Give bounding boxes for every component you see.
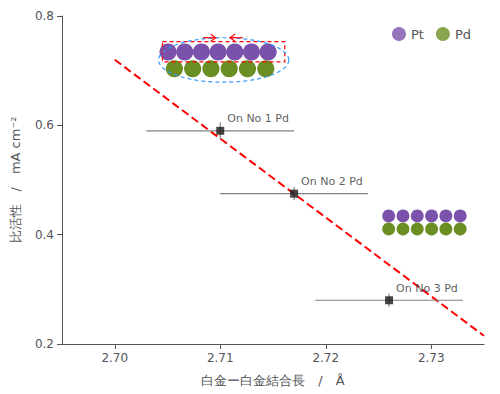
svg-text:Pd: Pd <box>455 27 471 42</box>
svg-text:2.71: 2.71 <box>207 351 234 365</box>
svg-text:2.73: 2.73 <box>418 351 445 365</box>
svg-text:On No 3 Pd: On No 3 Pd <box>396 282 458 295</box>
svg-text:Pt: Pt <box>411 27 424 42</box>
svg-text:白金ー白金結合長 / Å: 白金ー白金結合長 / Å <box>201 373 344 388</box>
svg-text:0.8: 0.8 <box>35 9 54 23</box>
svg-text:2.72: 2.72 <box>312 351 339 365</box>
svg-text:2.70: 2.70 <box>101 351 128 365</box>
svg-text:On No 1 Pd: On No 1 Pd <box>227 112 289 125</box>
svg-text:比活性 / mA cm⁻²: 比活性 / mA cm⁻² <box>8 117 23 244</box>
svg-text:On No 2 Pd: On No 2 Pd <box>301 175 363 188</box>
svg-text:0.6: 0.6 <box>35 118 54 132</box>
svg-text:0.2: 0.2 <box>35 337 54 351</box>
svg-text:0.4: 0.4 <box>35 228 54 242</box>
